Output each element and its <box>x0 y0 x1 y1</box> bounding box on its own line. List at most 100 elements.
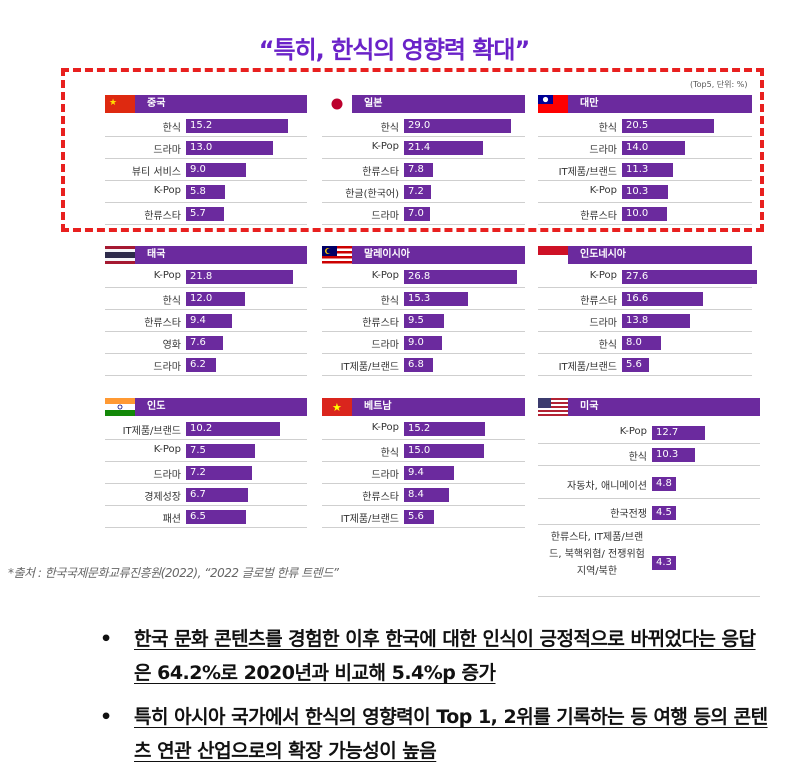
chart-row: 드라마 7.0 <box>322 203 525 225</box>
category-label: K-Pop <box>153 270 181 281</box>
category-label: 한식 <box>628 452 647 463</box>
category-label: 한류스타 <box>580 296 617 307</box>
data-bar: 5.6 <box>404 510 434 524</box>
data-bar: 15.0 <box>404 444 484 458</box>
category-label: 한식 <box>162 296 181 307</box>
data-bar: 7.8 <box>404 163 433 177</box>
data-bar: 5.6 <box>622 358 650 372</box>
data-label: 6.8 <box>408 359 424 370</box>
data-bar: 12.7 <box>652 426 706 440</box>
bullet-list: • 한국 문화 콘텐츠를 경험한 이후 한국에 대한 인식이 긍정적으로 바뀌었… <box>100 622 770 778</box>
category-label: 드라마 <box>371 470 399 481</box>
chart-row: 한식 15.2 <box>105 115 307 137</box>
category-label: IT제품/브랜드 <box>122 426 181 437</box>
data-label: 16.6 <box>626 293 649 304</box>
india-flag-icon <box>105 398 135 416</box>
data-bar: 7.2 <box>186 466 253 480</box>
chart-row: 한류스타 9.4 <box>105 310 307 332</box>
category-label: 한식 <box>380 296 399 307</box>
data-label: 9.0 <box>408 337 424 348</box>
category-label: 한류스타 <box>144 211 181 222</box>
chart-row: 한식 15.0 <box>322 440 525 462</box>
chart-row: K-Pop 7.5 <box>105 440 307 462</box>
data-label: 15.0 <box>408 445 431 456</box>
chart-row: K-Pop 5.8 <box>105 181 307 203</box>
chart-row: 드라마 6.2 <box>105 354 307 376</box>
data-bar: 11.3 <box>622 163 673 177</box>
country-header: 미국 <box>538 398 760 416</box>
category-label: 드라마 <box>589 145 617 156</box>
data-label: 21.8 <box>190 271 213 282</box>
svg-text:★: ★ <box>109 98 117 108</box>
chart-row: 드라마 13.8 <box>538 310 752 332</box>
bullet-text: 특히 아시아 국가에서 한식의 영향력이 Top 1, 2위를 기록하는 등 여… <box>134 706 768 762</box>
bullet-dot: • <box>100 628 112 650</box>
category-label: 드라마 <box>153 145 181 156</box>
category-label: 한류스타 <box>362 318 399 329</box>
category-label: 한글(한국어) <box>345 189 399 200</box>
category-label: 한식 <box>380 123 399 134</box>
data-label: 7.8 <box>408 164 424 175</box>
country-header: 인도네시아 <box>538 246 752 264</box>
category-label: 드라마 <box>153 470 181 481</box>
data-label: 5.6 <box>408 511 424 522</box>
category-label: IT제품/브랜드 <box>340 514 399 525</box>
data-bar: 14.0 <box>622 141 685 155</box>
category-label: 자동차, 애니메이션 <box>567 481 647 492</box>
data-label: 9.4 <box>408 467 424 478</box>
country-header: 대만 <box>538 95 752 113</box>
japan-flag-icon <box>322 95 352 113</box>
country-name: 인도네시아 <box>580 249 626 260</box>
chart-row: 자동차, 애니메이션 4.8 <box>538 469 760 499</box>
data-label: 9.4 <box>190 315 206 326</box>
data-bar: 6.2 <box>186 358 217 372</box>
chart-row: 한식 15.3 <box>322 288 525 310</box>
data-bar: 26.8 <box>404 270 517 284</box>
data-label: 7.5 <box>190 445 206 456</box>
country-header: 태국 <box>105 246 307 264</box>
data-label: 15.2 <box>408 423 431 434</box>
data-label: 6.7 <box>190 489 206 500</box>
country-name: 미국 <box>580 401 599 412</box>
data-label: 20.5 <box>626 120 649 131</box>
country-header: ★ 베트남 <box>322 398 525 416</box>
chart-row: 한국전쟁 4.5 <box>538 501 760 525</box>
data-bar: 4.8 <box>652 477 676 491</box>
category-label: 한류스타 <box>144 318 181 329</box>
category-label: 한류스타 <box>580 211 617 222</box>
data-bar: 10.0 <box>622 207 667 221</box>
chart-row: 한류스타 5.7 <box>105 203 307 225</box>
chart-row: 한글(한국어) 7.2 <box>322 181 525 203</box>
usa-flag-icon <box>538 398 568 416</box>
data-label: 15.3 <box>408 293 431 304</box>
category-label: 한식 <box>162 123 181 134</box>
bullet-text: 한국 문화 콘텐츠를 경험한 이후 한국에 대한 인식이 긍정적으로 바뀌었다는… <box>134 628 756 684</box>
data-bar: 9.0 <box>404 336 442 350</box>
data-label: 7.2 <box>190 467 206 478</box>
chart-row: IT제품/브랜드 11.3 <box>538 159 752 181</box>
data-label: 5.8 <box>190 186 206 197</box>
data-bar: 10.3 <box>622 185 669 199</box>
data-bar: 12.0 <box>186 292 245 306</box>
chart-row: K-Pop 27.6 <box>538 266 758 288</box>
data-label: 10.3 <box>626 186 649 197</box>
chart-row: 드라마 7.2 <box>105 462 307 484</box>
country-name: 일본 <box>364 98 383 109</box>
chart-row: 한식 10.3 <box>538 444 760 466</box>
data-label: 5.6 <box>626 359 642 370</box>
data-label: 29.0 <box>408 120 431 131</box>
bullet-dot: • <box>100 706 112 728</box>
data-label: 12.7 <box>656 427 679 438</box>
chart-row: 드라마 9.0 <box>322 332 525 354</box>
data-label: 9.0 <box>190 164 206 175</box>
data-label: 26.8 <box>408 271 431 282</box>
category-label: 한류스타, IT제품/브랜드, 북핵위협/ 전쟁위험지역/북한 <box>549 532 645 577</box>
bullet-item: • 한국 문화 콘텐츠를 경험한 이후 한국에 대한 인식이 긍정적으로 바뀌었… <box>100 622 770 690</box>
data-bar: 8.4 <box>404 488 449 502</box>
country-name: 인도 <box>147 401 166 412</box>
country-name: 베트남 <box>364 401 392 412</box>
china-flag-icon: ★ <box>105 95 135 113</box>
category-label: 한국전쟁 <box>610 509 647 520</box>
category-label: 영화 <box>162 340 181 351</box>
data-bar: 6.5 <box>186 510 246 524</box>
